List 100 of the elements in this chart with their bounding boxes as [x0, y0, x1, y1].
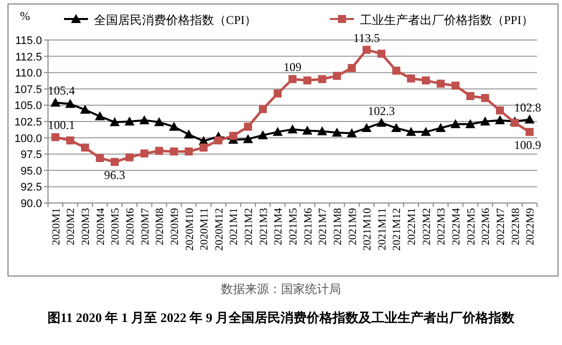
point [258, 105, 267, 114]
x-tick-label: 2021M12 [391, 208, 404, 251]
y-tick-label: 115.0 [15, 35, 42, 47]
x-tick-label: 2022M3 [436, 208, 448, 246]
point [272, 126, 283, 136]
point [420, 126, 431, 136]
point [244, 122, 252, 131]
point [465, 119, 476, 128]
y-tick-label: 100.0 [14, 132, 42, 145]
point [362, 123, 372, 132]
x-tick-label: 2020M11 [198, 208, 211, 250]
point [184, 130, 194, 139]
point [81, 144, 90, 152]
data-label: 102.8 [514, 100, 542, 115]
x-tick-label: 2020M10 [184, 208, 196, 251]
point [332, 128, 342, 137]
legend-label: 全国居民消费价格指数（CPI） [94, 13, 257, 27]
point [480, 116, 490, 126]
point [288, 124, 298, 134]
x-tick-label: 2020M7 [139, 208, 152, 246]
point [318, 75, 326, 84]
data-label: 102.3 [368, 104, 395, 118]
y-tick-label: 90.0 [20, 198, 42, 210]
x-tick-label: 2022M6 [480, 208, 492, 246]
point [496, 106, 504, 114]
point [155, 146, 164, 155]
y-tick-label: 97.5 [20, 149, 42, 162]
x-tick-label: 2022M9 [524, 208, 537, 246]
x-tick-label: 2020M3 [80, 208, 92, 246]
x-tick-label: 2022M1 [406, 208, 418, 246]
point [481, 94, 490, 102]
point [377, 50, 386, 58]
y-tick-label: 112.5 [15, 51, 42, 64]
point [348, 64, 356, 72]
x-tick-label: 2022M5 [465, 208, 478, 246]
point [452, 82, 460, 90]
point [168, 122, 179, 131]
point [96, 154, 104, 162]
point [406, 126, 416, 136]
x-tick-label: 2021M5 [288, 208, 300, 246]
point [288, 75, 296, 84]
x-tick-label: 2021M10 [362, 208, 374, 251]
point [392, 66, 400, 75]
x-tick-label: 2020M12 [213, 208, 226, 251]
point [243, 134, 254, 144]
data-label: 109 [284, 60, 302, 74]
x-tick-label: 2021M3 [258, 208, 270, 246]
point [170, 147, 178, 156]
source-note: 数据来源：国家统计局 [221, 282, 341, 296]
point [139, 115, 150, 124]
y-tick-label: 102.5 [14, 116, 42, 128]
x-tick-label: 2021M1 [228, 208, 240, 246]
point [126, 153, 134, 162]
y-tick-label: 95.0 [20, 165, 42, 178]
text: 图11 2020 年 1 月至 2022 年 9 月全国居民消费价格指数及工业生产者出厂价格指数 [47, 310, 516, 325]
x-tick-label: 2021M8 [332, 208, 344, 246]
point [110, 158, 119, 166]
point [65, 98, 76, 108]
point [317, 126, 328, 136]
data-label: 100.9 [514, 138, 542, 152]
x-tick-label: 2020M1 [50, 208, 62, 246]
y-tick-label: 107.5 [14, 84, 42, 96]
y-tick-label: 110.0 [15, 68, 42, 80]
point [66, 136, 74, 144]
point [362, 46, 371, 54]
point [154, 117, 164, 126]
x-tick-label: 2022M8 [510, 208, 522, 246]
x-tick-label: 2021M7 [317, 208, 330, 246]
x-tick-label: 2020M5 [110, 208, 122, 246]
point [346, 128, 357, 138]
x-tick-label: 2022M7 [494, 208, 507, 246]
point [94, 111, 105, 120]
point [526, 128, 534, 136]
y-tick-label: 92.5 [20, 182, 42, 194]
y-axis-title: % [20, 9, 30, 23]
point [422, 76, 430, 84]
point [407, 74, 416, 82]
data-label: 113.5 [353, 30, 380, 45]
point [51, 133, 60, 142]
point [391, 123, 402, 132]
legend-label: 工业生产者出厂价格指数（PPI） [360, 13, 534, 27]
x-tick-label: 2020M6 [124, 208, 136, 246]
point [258, 130, 268, 140]
point [524, 114, 535, 124]
point [124, 116, 134, 126]
point [50, 98, 60, 107]
data-label: 96.3 [104, 168, 126, 182]
point [140, 149, 148, 158]
point [80, 104, 90, 114]
point [450, 119, 460, 128]
data-label: 100.1 [48, 118, 75, 132]
x-tick-label: 2020M4 [94, 208, 107, 246]
y-tick-label: 105.0 [14, 100, 42, 112]
point [214, 136, 222, 144]
point [110, 117, 120, 126]
x-tick-label: 2020M8 [154, 208, 166, 246]
x-tick-label: 2021M4 [272, 208, 285, 246]
x-tick-label: 2021M2 [243, 208, 256, 246]
x-tick-label: 2021M11 [376, 208, 388, 250]
x-tick-label: 2022M2 [420, 208, 433, 246]
